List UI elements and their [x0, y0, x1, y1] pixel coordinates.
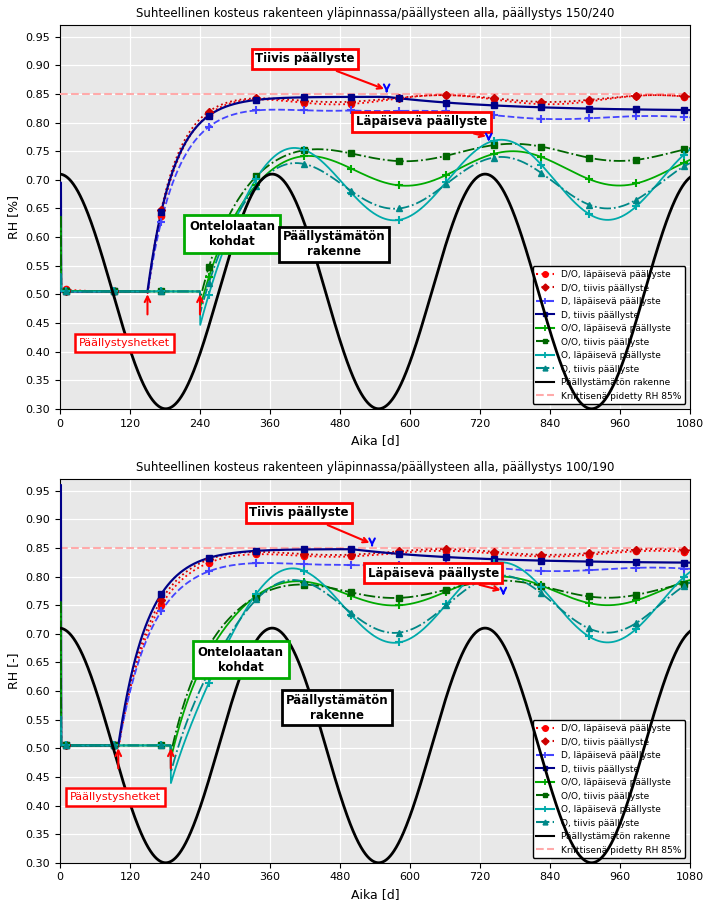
Text: Päällystämätön
rakenne: Päällystämätön rakenne: [286, 694, 388, 722]
Text: Päällystämätön
rakenne: Päällystämätön rakenne: [283, 231, 385, 259]
Title: Suhteellinen kosteus rakenteen yläpinnassa/päällysteen alla, päällystys 150/240: Suhteellinen kosteus rakenteen yläpinnas…: [136, 7, 614, 20]
Text: Ontelolaatan
kohdat: Ontelolaatan kohdat: [198, 646, 284, 674]
Text: Päällystyshetket: Päällystyshetket: [70, 792, 161, 802]
Legend: D/O, läpäisevä päällyste, D/O, tiivis päällyste, D, läpäisevä päällyste, D, tiiv: D/O, läpäisevä päällyste, D/O, tiivis pä…: [533, 266, 685, 404]
Text: Tiivis päällyste: Tiivis päällyste: [255, 53, 382, 89]
Text: Läpäisevä päällyste: Läpäisevä päällyste: [368, 567, 499, 591]
Text: Läpäisevä päällyste: Läpäisevä päällyste: [356, 115, 487, 137]
Y-axis label: RH [%]: RH [%]: [7, 195, 20, 239]
Y-axis label: RH [-]: RH [-]: [7, 653, 20, 689]
Text: Päällystyshetket: Päällystyshetket: [79, 338, 170, 348]
Text: Tiivis päällyste: Tiivis päällyste: [250, 507, 368, 542]
X-axis label: Aika [d]: Aika [d]: [351, 434, 400, 447]
Text: Ontelolaatan
kohdat: Ontelolaatan kohdat: [189, 221, 275, 248]
Legend: D/O, läpäisevä päällyste, D/O, tiivis päällyste, D, läpäisevä päällyste, D, tiiv: D/O, läpäisevä päällyste, D/O, tiivis pä…: [533, 720, 685, 858]
X-axis label: Aika [d]: Aika [d]: [351, 888, 400, 901]
Title: Suhteellinen kosteus rakenteen yläpinnassa/päällysteen alla, päällystys 100/190: Suhteellinen kosteus rakenteen yläpinnas…: [136, 461, 614, 474]
